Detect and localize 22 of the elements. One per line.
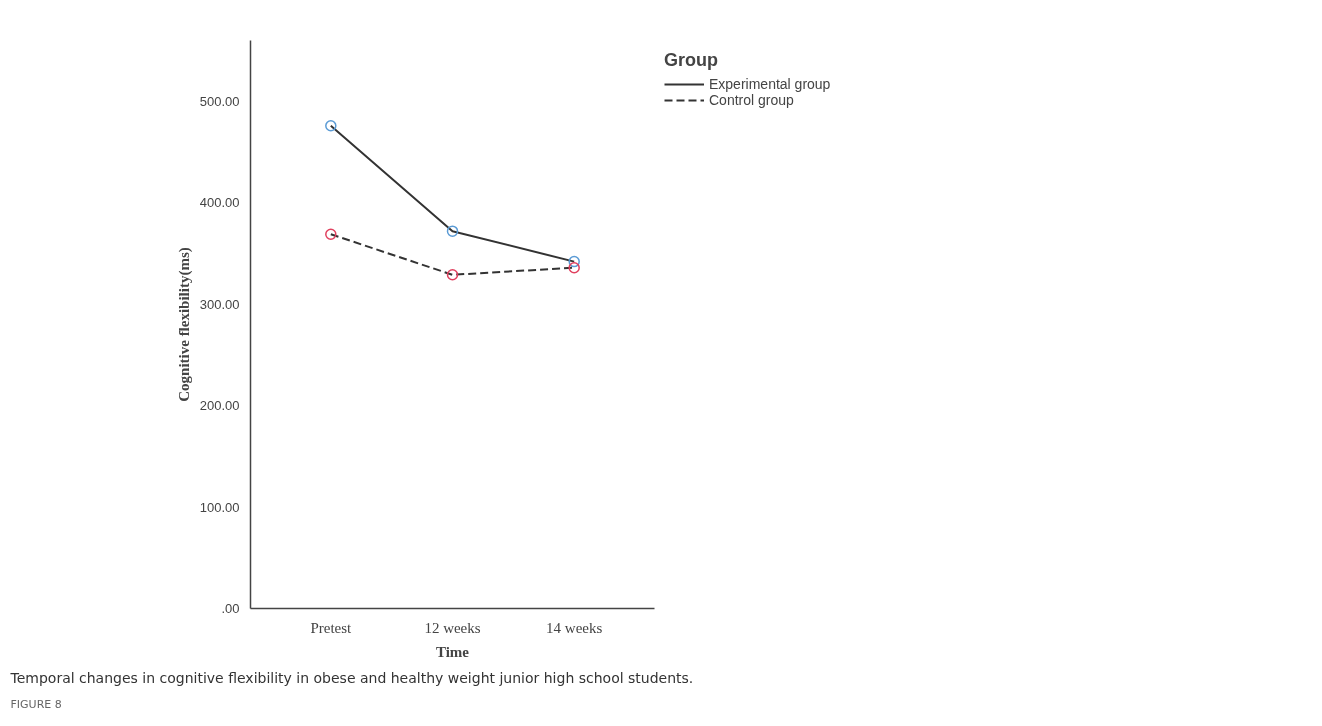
x-tick-label: 12 weeks <box>424 619 481 636</box>
point <box>568 261 580 274</box>
legend-label: Experimental group <box>709 76 831 92</box>
y-tick-label: .00 <box>221 601 240 616</box>
point <box>446 269 459 281</box>
x-tick-label: Pretest <box>310 619 353 636</box>
y-tick-label: 400.00 <box>199 195 240 211</box>
point <box>325 228 337 240</box>
y-tick-label: 100.00 <box>199 499 240 515</box>
y-tick-label: 500.00 <box>199 93 240 109</box>
caption: FIGURE 8 <box>10 697 62 711</box>
y-axis-title: Cognitive flexibility(ms) <box>175 247 193 402</box>
legend-label: Control group <box>709 92 794 108</box>
y-tick-label: 300.00 <box>199 296 240 312</box>
legend-title: Group <box>664 50 719 71</box>
point <box>325 119 337 132</box>
x-axis-title: Time <box>435 643 470 660</box>
point <box>568 255 580 268</box>
x-tick-label: 14 weeks <box>546 619 603 636</box>
y-tick-label: 200.00 <box>199 398 240 414</box>
text: Temporal changes in cognitive flexibility in obese and healthy weight junior high school students. <box>9 669 694 686</box>
point <box>446 225 459 237</box>
